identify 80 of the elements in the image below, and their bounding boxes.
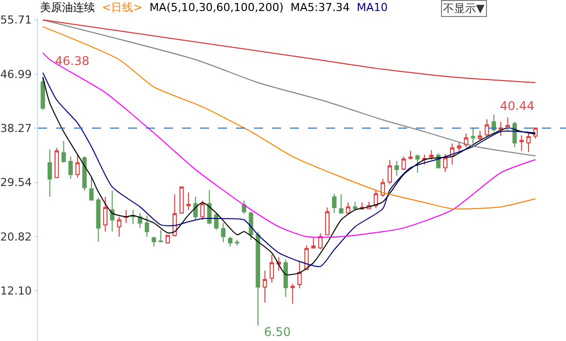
chart-subtitle: <日线>	[102, 1, 142, 14]
candlestick	[325, 206, 330, 236]
candlestick	[526, 132, 531, 153]
y-tick-label: 55.71	[0, 14, 32, 27]
candlestick	[456, 142, 462, 152]
candlestick	[284, 259, 288, 298]
candlestick	[207, 190, 212, 225]
candlestick	[332, 193, 336, 214]
candlestick	[61, 140, 66, 164]
candlestick	[408, 150, 413, 160]
candlestick	[262, 270, 268, 303]
candlestick	[242, 200, 246, 214]
candlestick	[290, 283, 295, 304]
candlestick	[311, 237, 316, 249]
candlestick	[478, 130, 482, 141]
candlestick	[144, 215, 150, 238]
candlestick	[429, 150, 434, 160]
line-series	[42, 19, 536, 156]
candlestick	[130, 209, 136, 225]
candlestick	[388, 160, 392, 184]
candlestick	[498, 121, 503, 137]
candlestick	[96, 197, 101, 242]
candlestick	[228, 236, 232, 248]
candlestick	[297, 260, 302, 289]
candlestick	[40, 77, 46, 110]
candlestick	[415, 154, 420, 174]
candlestick	[470, 126, 476, 144]
candlestick	[221, 222, 226, 243]
candlestick	[346, 202, 350, 214]
chart-title: 美原油连续	[40, 1, 95, 14]
candlestick	[54, 147, 59, 178]
candlestick	[492, 114, 496, 132]
candlestick	[214, 212, 219, 230]
candlestick	[172, 194, 177, 238]
legend-title: MA(5,10,30,60,100,200)	[149, 1, 284, 14]
candlestick	[519, 134, 524, 152]
candlestick	[166, 234, 170, 244]
candlestick	[116, 216, 122, 238]
candlestick	[124, 209, 128, 224]
candlestick	[186, 192, 191, 210]
y-tick-label: 20.82	[0, 230, 32, 244]
candlestick	[75, 154, 80, 178]
y-tick-label: 38.27	[0, 122, 32, 135]
candlestick	[464, 133, 468, 148]
candlestick	[380, 178, 386, 198]
candlestick	[506, 116, 510, 131]
line-series	[42, 52, 536, 238]
candlestick	[352, 201, 358, 210]
candlestick	[318, 233, 323, 250]
candlestick	[200, 200, 205, 220]
candlestick	[401, 156, 406, 171]
candlestick	[443, 154, 448, 173]
y-tick-label: 46.99	[0, 68, 32, 81]
line-series	[42, 19, 536, 84]
text: MA10	[356, 1, 388, 14]
candlestick	[256, 231, 260, 326]
y-tick-label: 29.54	[0, 176, 32, 190]
candlestick	[270, 254, 274, 284]
candlestick	[48, 149, 52, 198]
candlestick	[484, 118, 490, 137]
annotation: 6.50	[264, 325, 291, 339]
candlestick	[394, 160, 399, 176]
candlestick	[152, 236, 156, 248]
candlestick	[193, 196, 198, 220]
text: 不显示▼	[443, 2, 485, 15]
candlestick	[103, 196, 108, 232]
y-tick-label: 12.10	[0, 284, 32, 298]
candlestick	[110, 190, 114, 232]
candlestick	[89, 177, 94, 200]
candlestick	[234, 239, 240, 246]
candlestick	[68, 156, 73, 180]
candlestick	[339, 194, 344, 214]
candlestick	[158, 229, 164, 243]
annotation: 46.38	[55, 54, 90, 68]
annotation: 40.44	[500, 99, 534, 113]
candlestick	[374, 190, 378, 209]
text: MA5:37.34	[290, 1, 350, 14]
line-series	[42, 26, 536, 210]
candlestick	[276, 256, 281, 272]
candlestick	[179, 186, 184, 214]
